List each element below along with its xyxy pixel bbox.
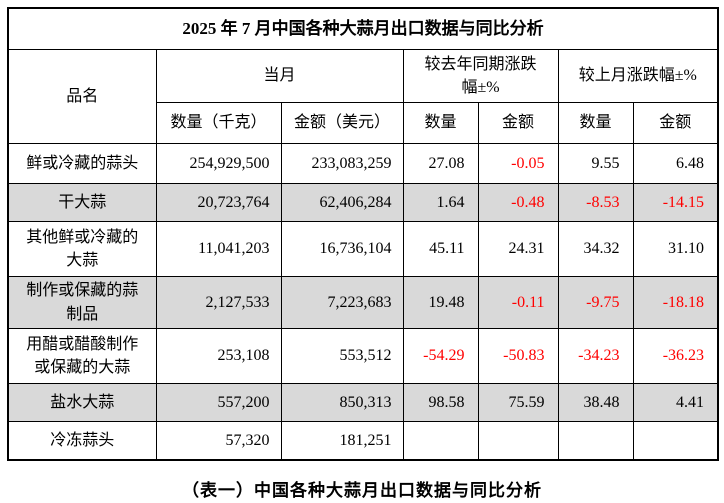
table-row: 干大蒜 20,723,764 62,406,284 1.64 -0.48 -8.… — [7, 183, 719, 222]
mom-qty-cell: -34.23 — [557, 328, 634, 384]
yoy-qty-cell: 19.48 — [402, 276, 479, 329]
yoy-qty-cell: 1.64 — [402, 183, 479, 222]
garlic-export-table: 2025 年 7 月中国各种大蒜月出口数据与同比分析 品名 当月 较去年同期涨跌… — [7, 7, 720, 461]
header-group-row: 品名 当月 较去年同期涨跌幅±% 较上月涨跌幅±% — [7, 49, 719, 144]
header-yoy-qty: 数量 — [402, 102, 479, 144]
table-row: 冷冻蒜头 57,320 181,251 — [7, 421, 719, 460]
yoy-amount-cell: -0.48 — [477, 183, 559, 222]
amount-usd-cell: 181,251 — [280, 421, 404, 460]
header-group-mom-change: 较上月涨跌幅±% — [557, 49, 719, 103]
yoy-qty-cell: 98.58 — [402, 383, 479, 422]
yoy-amount-cell: -0.11 — [477, 276, 559, 329]
title-row: 2025 年 7 月中国各种大蒜月出口数据与同比分析 — [7, 7, 719, 50]
header-yoy-amount: 金额 — [477, 102, 559, 144]
qty-kg-cell: 57,320 — [155, 421, 282, 460]
mom-qty-cell — [557, 421, 634, 460]
mom-amount-cell: -18.18 — [632, 276, 719, 329]
header-product: 品名 — [7, 49, 157, 144]
mom-qty-cell: -9.75 — [557, 276, 634, 329]
yoy-amount-cell — [477, 421, 559, 460]
mom-qty-cell: 38.48 — [557, 383, 634, 422]
yoy-qty-cell: -54.29 — [402, 328, 479, 384]
yoy-amount-cell: 24.31 — [477, 221, 559, 277]
header-sub-row: 数量（千克） 金额（美元） 数量 金额 数量 金额 — [8, 102, 719, 144]
amount-usd-cell: 553,512 — [280, 328, 404, 384]
table-row: 鲜或冷藏的蒜头 254,929,500 233,083,259 27.08 -0… — [7, 143, 719, 184]
mom-amount-cell: -14.15 — [632, 183, 719, 222]
amount-usd-cell: 233,083,259 — [280, 143, 404, 184]
qty-kg-cell: 2,127,533 — [155, 276, 282, 329]
table-row: 制作或保藏的蒜制品 2,127,533 7,223,683 19.48 -0.1… — [7, 276, 719, 329]
mom-amount-cell: 31.10 — [632, 221, 719, 277]
yoy-qty-cell: 45.11 — [402, 221, 479, 277]
yoy-qty-cell — [402, 421, 479, 460]
qty-kg-cell: 253,108 — [155, 328, 282, 384]
mom-amount-cell — [632, 421, 719, 460]
mom-amount-cell: -36.23 — [632, 328, 719, 384]
table-title: 2025 年 7 月中国各种大蒜月出口数据与同比分析 — [7, 7, 719, 50]
qty-kg-cell: 557,200 — [155, 383, 282, 422]
header-mom-qty: 数量 — [557, 102, 634, 144]
yoy-qty-cell: 27.08 — [402, 143, 479, 184]
header-amount-usd: 金额（美元） — [280, 102, 404, 144]
mom-amount-cell: 6.48 — [632, 143, 719, 184]
amount-usd-cell: 7,223,683 — [280, 276, 404, 329]
qty-kg-cell: 11,041,203 — [155, 221, 282, 277]
yoy-amount-cell: 75.59 — [477, 383, 559, 422]
product-name-cell: 其他鲜或冷藏的大蒜 — [7, 221, 157, 277]
mom-qty-cell: 9.55 — [557, 143, 634, 184]
header-qty-kg: 数量（千克） — [155, 102, 282, 144]
qty-kg-cell: 20,723,764 — [155, 183, 282, 222]
qty-kg-cell: 254,929,500 — [155, 143, 282, 184]
table-row: 其他鲜或冷藏的大蒜 11,041,203 16,736,104 45.11 24… — [7, 221, 719, 277]
header-mom-amount: 金额 — [632, 102, 719, 144]
product-name-cell: 制作或保藏的蒜制品 — [7, 276, 157, 329]
table-row: 用醋或醋酸制作或保藏的大蒜 253,108 553,512 -54.29 -50… — [7, 328, 719, 384]
product-name-cell: 冷冻蒜头 — [7, 421, 157, 460]
product-name-cell: 用醋或醋酸制作或保藏的大蒜 — [7, 328, 157, 384]
yoy-amount-cell: -0.05 — [477, 143, 559, 184]
amount-usd-cell: 16,736,104 — [280, 221, 404, 277]
table-row: 盐水大蒜 557,200 850,313 98.58 75.59 38.48 4… — [7, 383, 719, 422]
product-name-cell: 干大蒜 — [7, 183, 157, 222]
product-name-cell: 鲜或冷藏的蒜头 — [7, 143, 157, 184]
mom-qty-cell: 34.32 — [557, 221, 634, 277]
amount-usd-cell: 62,406,284 — [280, 183, 404, 222]
mom-qty-cell: -8.53 — [557, 183, 634, 222]
amount-usd-cell: 850,313 — [280, 383, 404, 422]
mom-amount-cell: 4.41 — [632, 383, 719, 422]
table-caption: （表一）中国各种大蒜月出口数据与同比分析 — [182, 480, 542, 500]
header-group-yoy-change: 较去年同期涨跌幅±% — [402, 49, 559, 103]
yoy-amount-cell: -50.83 — [477, 328, 559, 384]
header-group-current-month: 当月 — [155, 49, 404, 103]
product-name-cell: 盐水大蒜 — [7, 383, 157, 422]
